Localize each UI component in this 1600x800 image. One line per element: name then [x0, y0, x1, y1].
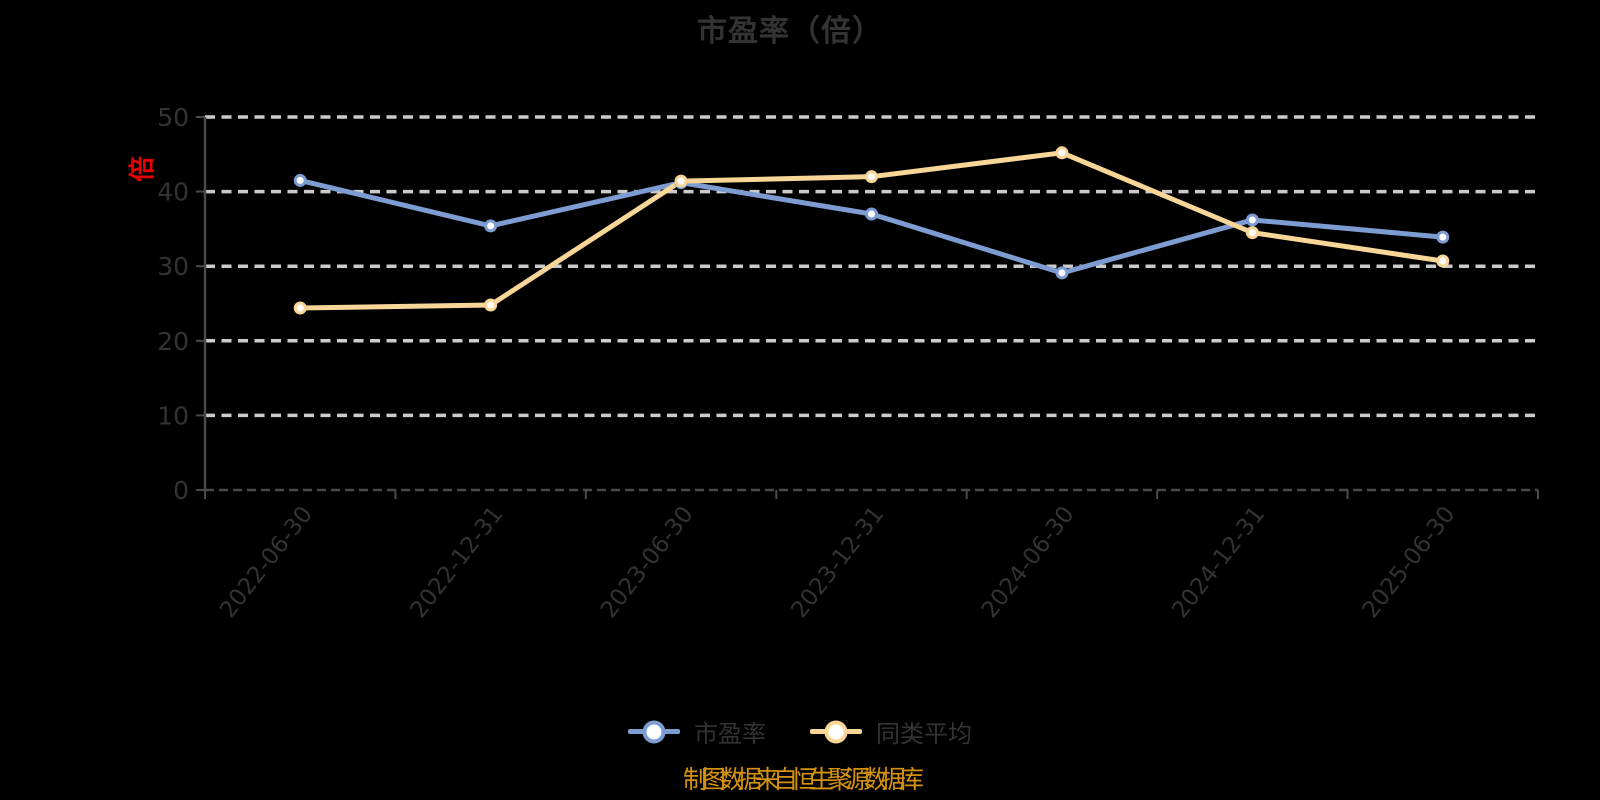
data-point: [293, 173, 307, 187]
x-axis-label: 2023-06-30: [596, 502, 699, 623]
data-point: [1245, 226, 1259, 240]
data-point: [1055, 146, 1069, 160]
data-point: [1436, 230, 1450, 244]
x-axis-label: 2025-06-30: [1358, 502, 1461, 623]
legend-item-pe[interactable]: 市盈率: [628, 714, 766, 749]
x-axis-label: 2024-12-31: [1167, 502, 1270, 623]
legend: 市盈率 同类平均: [0, 714, 1600, 749]
legend-item-avg[interactable]: 同类平均: [810, 714, 972, 749]
y-axis-label: 20: [157, 327, 189, 356]
series-line: [297, 177, 1446, 276]
y-axis-label: 50: [157, 103, 189, 132]
chart-title: 市盈率（倍）: [697, 14, 883, 49]
legend-label-pe: 市盈率: [694, 720, 766, 748]
legend-label-avg: 同类平均: [876, 720, 972, 748]
y-axis-label: 0: [173, 476, 189, 505]
x-axis-label: 2024-06-30: [977, 502, 1080, 623]
y-axis-label: 40: [157, 178, 189, 207]
data-point: [1245, 213, 1259, 227]
data-point: [865, 207, 878, 221]
x-axis-label: 2022-12-31: [406, 502, 509, 623]
data-point: [484, 298, 498, 312]
data-source-note: 制图数据来自恒生聚源数据库: [682, 765, 924, 794]
data-point: [293, 301, 307, 315]
y-axis-label: 10: [157, 401, 189, 430]
data-point: [1055, 266, 1069, 280]
legend-marker-pe-icon: [628, 729, 680, 734]
x-axis-label: 2023-12-31: [786, 502, 889, 623]
x-axis-label: 2022-06-30: [215, 502, 318, 623]
y-axis-label: 30: [157, 252, 189, 281]
legend-marker-avg-icon: [810, 729, 862, 734]
data-point: [865, 170, 878, 184]
data-point: [1436, 254, 1450, 268]
data-point: [674, 174, 688, 188]
data-point: [484, 219, 498, 233]
